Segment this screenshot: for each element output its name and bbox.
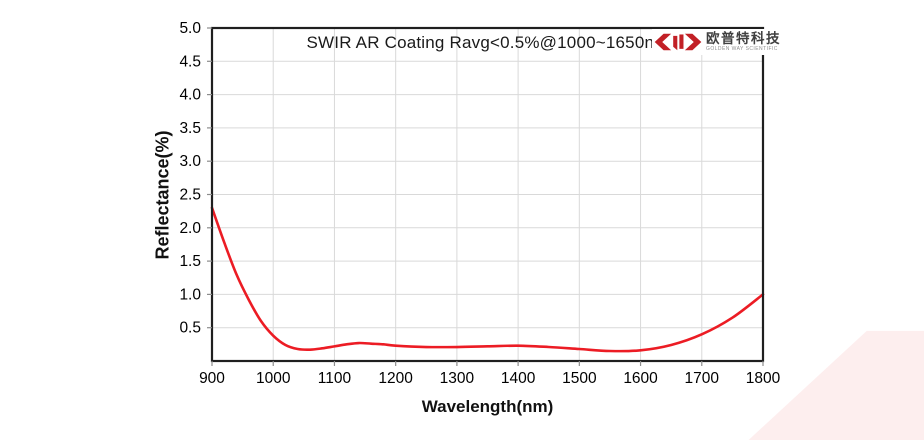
x-tick-label: 1000 [256,370,291,387]
x-tick-label: 1600 [623,370,658,387]
brand-name-cn: 欧普特科技 [706,30,781,46]
x-tick-label: 1200 [378,370,413,387]
y-tick-label: 1.5 [179,253,201,270]
x-tick-label: 1400 [501,370,536,387]
x-axis-title: Wavelength(nm) [421,397,554,416]
y-tick-label: 4.0 [179,87,201,104]
reflectance-curve [210,206,765,353]
x-tick-label: 1700 [685,370,720,387]
x-tick-label: 1300 [440,370,475,387]
brand-logo: 欧普特科技 GOLDEN WAY SCIENTIFIC [652,29,783,55]
brand-logo-text: 欧普特科技 GOLDEN WAY SCIENTIFIC [706,32,781,53]
y-tick-label: 3.0 [179,153,201,170]
y-tick-label: 2.5 [179,187,201,204]
chart-title: SWIR AR Coating Ravg<0.5%@1000~1650nm [306,33,669,52]
y-tick-label: 4.5 [179,53,201,70]
y-tick-label: 1.0 [179,286,201,303]
y-axis-title: Reflectance(%) [152,130,173,260]
y-tick-label: 2.0 [179,220,201,237]
x-tick-label: 1800 [746,370,781,387]
y-tick-label: 3.5 [179,120,201,137]
y-tick-label: 0.5 [179,320,201,337]
jc-logo-icon [654,30,702,54]
x-tick-label: 1500 [562,370,597,387]
x-tick-label: 900 [199,370,225,387]
y-tick-label: 5.0 [179,20,201,37]
brand-name-en: GOLDEN WAY SCIENTIFIC [706,46,778,53]
x-tick-label: 1100 [318,370,352,387]
